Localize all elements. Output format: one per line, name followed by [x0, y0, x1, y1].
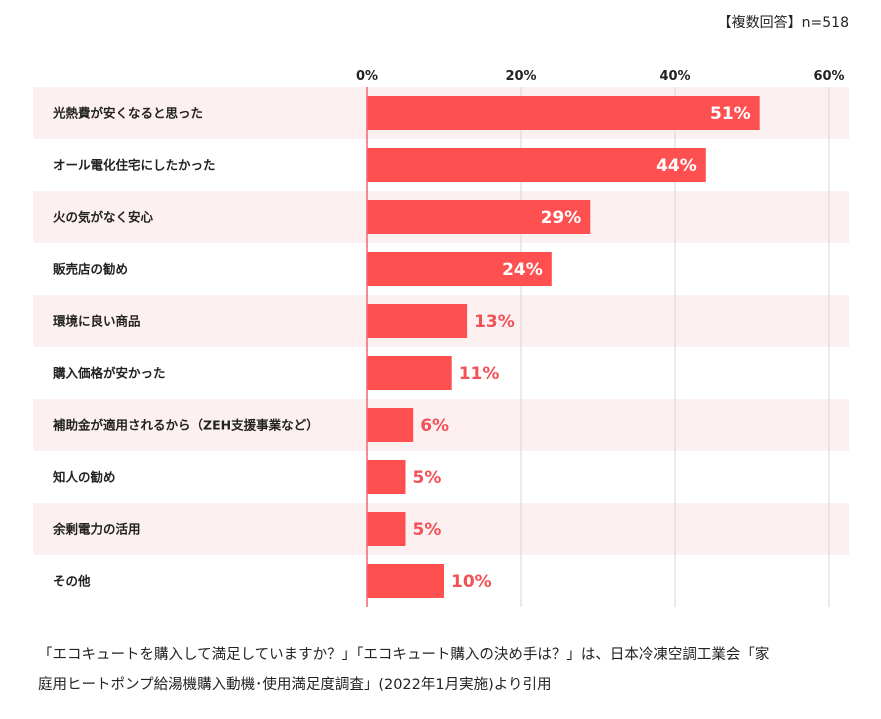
- bar-chart: 0% 20% 40% 60% 光熱費が安くなると思ったオール電化住宅にしたかった火の気…: [33, 69, 849, 607]
- data-label: 51%: [710, 104, 751, 124]
- row-band: [33, 503, 849, 555]
- data-label: 5%: [413, 468, 442, 488]
- row-band: [33, 399, 849, 451]
- footnote-line-1: 「エコキュートを購入して満足していますか？」「エコキュート購入の決め手は？」は、…: [38, 647, 770, 663]
- category-label: オール電化住宅にしたかった: [53, 158, 216, 173]
- data-label: 24%: [502, 260, 543, 280]
- data-label: 11%: [459, 364, 500, 384]
- bar: [367, 304, 468, 338]
- bar: [367, 148, 706, 182]
- category-label: 補助金が適用されるから（ZEH支援事業など）: [52, 418, 319, 433]
- category-label: 知人の勧め: [52, 470, 116, 485]
- data-label: 6%: [420, 416, 449, 436]
- x-tick-label: 60%: [813, 69, 844, 84]
- category-labels: 光熱費が安くなると思ったオール電化住宅にしたかった火の気がなく安心販売店の勧め環…: [52, 106, 319, 589]
- bar: [367, 408, 414, 442]
- bar: [367, 512, 406, 546]
- category-label: 余剰電力の活用: [52, 522, 141, 537]
- category-label: 光熱費が安くなると思った: [52, 106, 203, 121]
- category-label: 購入価格が安かった: [52, 366, 166, 381]
- x-tick-label: 0%: [356, 69, 378, 84]
- data-label: 5%: [413, 520, 442, 540]
- value-labels: 51% 44% 29% 24% 13% 11% 6% 5% 5% 10%: [413, 104, 751, 592]
- bar: [367, 356, 452, 390]
- bar: [367, 96, 760, 130]
- category-label: 火の気がなく安心: [53, 210, 154, 225]
- sample-size-note: 【複数回答】n=518: [717, 15, 849, 31]
- bar: [367, 252, 552, 286]
- category-label: 環境に良い商品: [53, 314, 141, 329]
- data-label: 13%: [474, 312, 515, 332]
- bar: [367, 460, 406, 494]
- x-tick-label: 20%: [505, 69, 536, 84]
- source-footnote: 「エコキュートを購入して満足していますか？」「エコキュート購入の決め手は？」は、…: [38, 640, 858, 700]
- row-bands: [33, 87, 849, 555]
- bar: [367, 564, 444, 598]
- data-label: 44%: [656, 156, 697, 176]
- footnote-line-2: 庭用ヒートポンプ給湯機購入動機･使用満足度調査」(2022年1月実施)より引用: [38, 677, 552, 693]
- x-tick-labels: 0% 20% 40% 60%: [356, 69, 845, 84]
- category-label: 販売店の勧め: [53, 262, 128, 277]
- bars: [367, 96, 760, 598]
- x-tick-label: 40%: [659, 69, 690, 84]
- data-label: 10%: [451, 572, 492, 592]
- bar: [367, 200, 591, 234]
- data-label: 29%: [541, 208, 582, 228]
- category-label: その他: [53, 574, 91, 589]
